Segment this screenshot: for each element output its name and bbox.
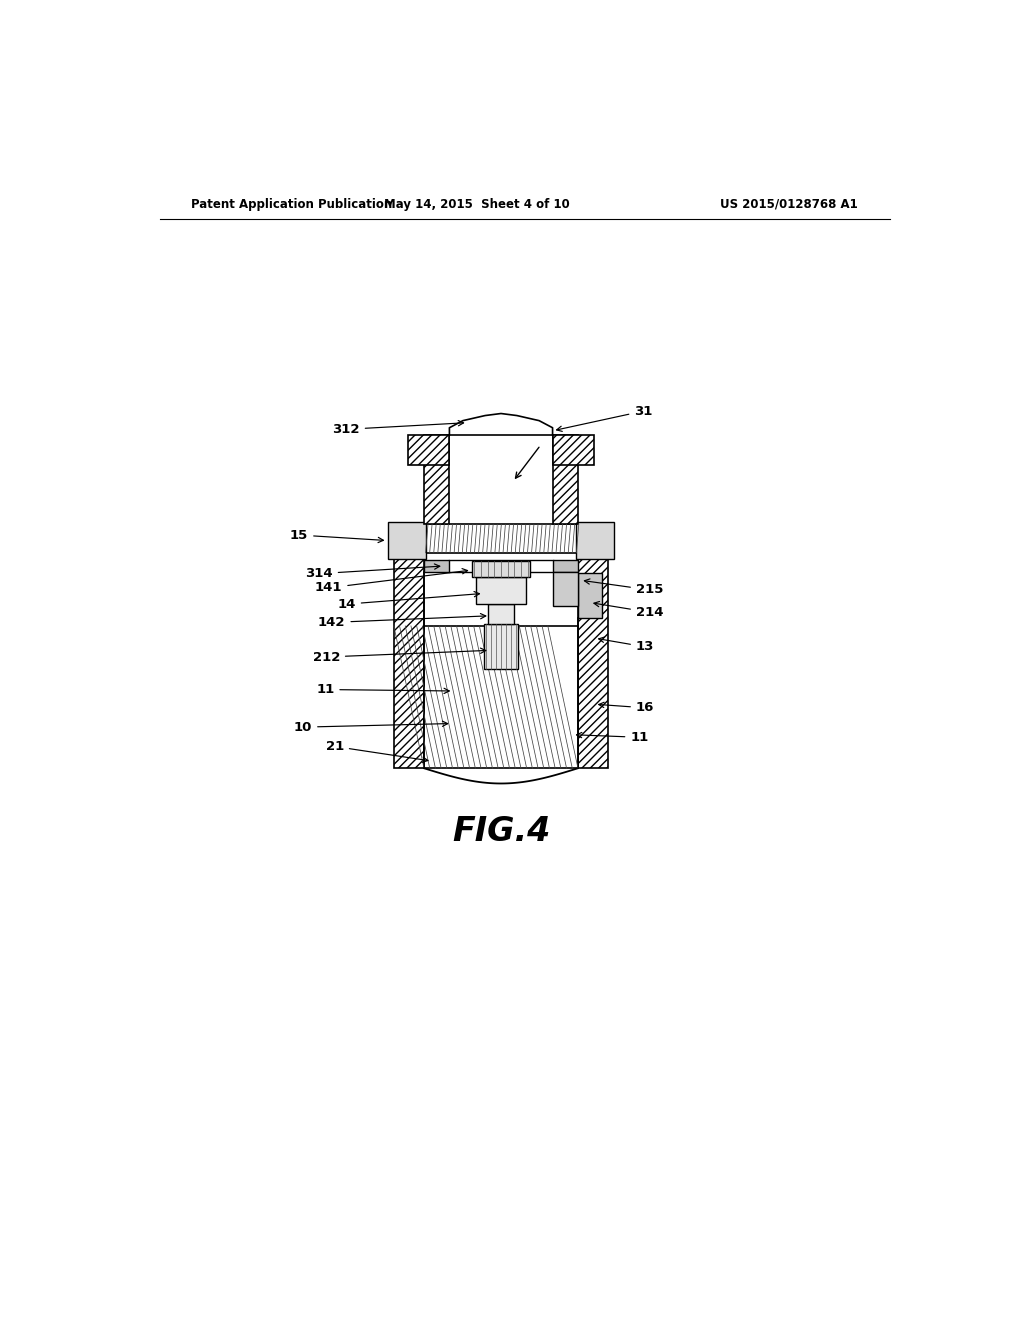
Bar xyxy=(553,434,594,466)
Text: 312: 312 xyxy=(332,421,464,436)
Bar xyxy=(424,626,578,768)
Text: 11: 11 xyxy=(577,731,648,743)
Text: 31: 31 xyxy=(557,404,652,432)
Text: 314: 314 xyxy=(305,564,439,581)
Text: May 14, 2015  Sheet 4 of 10: May 14, 2015 Sheet 4 of 10 xyxy=(384,198,570,211)
Bar xyxy=(424,560,450,572)
Text: 10: 10 xyxy=(294,721,447,734)
Text: 212: 212 xyxy=(312,648,485,664)
Bar xyxy=(424,524,578,553)
Text: 16: 16 xyxy=(599,701,654,714)
Bar xyxy=(577,523,614,558)
Text: 21: 21 xyxy=(326,741,428,763)
Bar xyxy=(488,603,514,624)
Bar xyxy=(472,561,530,577)
Bar xyxy=(553,434,578,524)
Text: 141: 141 xyxy=(314,569,468,594)
Text: 11: 11 xyxy=(316,682,450,696)
Text: Patent Application Publication: Patent Application Publication xyxy=(191,198,393,211)
Bar xyxy=(578,573,602,618)
Text: FIG.4: FIG.4 xyxy=(452,814,550,847)
Bar xyxy=(578,536,608,768)
Text: 13: 13 xyxy=(599,638,654,653)
Text: 14: 14 xyxy=(337,591,479,611)
Bar xyxy=(394,536,424,768)
Text: US 2015/0128768 A1: US 2015/0128768 A1 xyxy=(720,198,858,211)
Text: 215: 215 xyxy=(585,579,664,597)
Bar xyxy=(409,434,450,466)
Text: 15: 15 xyxy=(290,528,383,543)
Bar xyxy=(483,624,518,669)
Bar xyxy=(553,572,578,606)
Bar xyxy=(475,577,526,603)
Bar xyxy=(387,523,426,558)
Bar xyxy=(553,560,578,572)
Bar xyxy=(424,434,450,524)
Text: 214: 214 xyxy=(594,602,664,619)
Text: 142: 142 xyxy=(317,614,485,628)
